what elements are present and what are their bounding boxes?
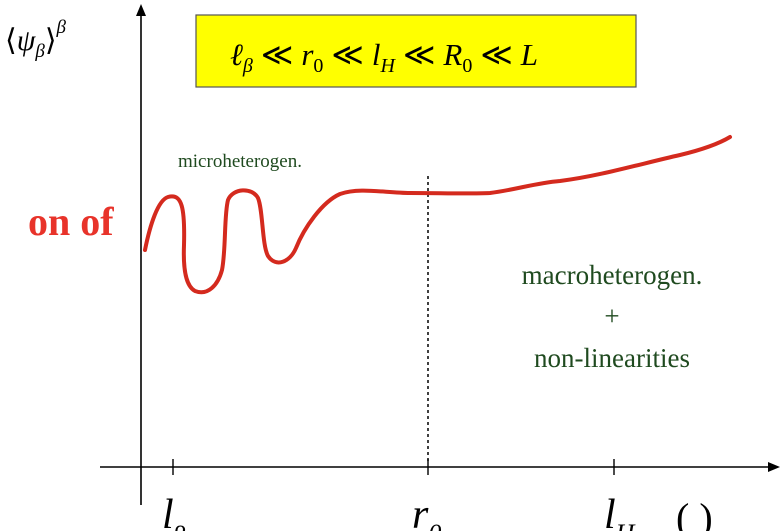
- scale-R0: R: [442, 37, 462, 72]
- scale-box: [195, 14, 637, 88]
- y-label-left-bracket: ⟨: [5, 24, 17, 57]
- y-axis-arrow: [136, 4, 146, 16]
- y-label-psi: ψ: [17, 24, 37, 57]
- scale-lH: l: [372, 37, 381, 72]
- y-label-right-bracket: ⟩: [45, 24, 57, 57]
- scale-lH-sub: H: [380, 55, 397, 77]
- cutoff-title-text: on of: [28, 199, 114, 244]
- x-axis-arrow: [768, 462, 780, 472]
- property-curve: [143, 135, 732, 295]
- scale-inequality: ℓβ ≪ r0 ≪ lH ≪ R0 ≪ L: [230, 37, 538, 77]
- y-label-superscript: β: [56, 17, 67, 38]
- scale-r0-sub: 0: [313, 55, 323, 77]
- xtick-l-beta-sub: β: [174, 521, 187, 531]
- xtick-lH-sub: H: [615, 519, 636, 531]
- macro-label-line1: macroheterogen.: [522, 260, 703, 290]
- xtick-r0-main: r: [412, 492, 429, 531]
- y-axis-label: ⟨ψβ⟩β: [5, 17, 67, 62]
- xtick-lH: lH: [604, 492, 636, 531]
- macro-label-line2: non-linearities: [534, 343, 690, 373]
- scale-ell: ℓ: [230, 37, 243, 72]
- scale-r0: r: [301, 37, 314, 72]
- svg-text:⟨ψβ⟩β: ⟨ψβ⟩β: [5, 17, 67, 62]
- xtick-r0-sub: 0: [428, 519, 441, 531]
- scale-R0-sub: 0: [462, 55, 472, 77]
- xtick-l-beta-main: l: [162, 492, 174, 531]
- scale-ll-1: ≪: [261, 37, 293, 72]
- scale-ll-4: ≪: [480, 37, 512, 72]
- xtick-r0: r0: [412, 492, 441, 531]
- xtick-lH-main: l: [604, 492, 616, 531]
- scale-ll-3: ≪: [403, 37, 435, 72]
- xtick-paren: ( ): [676, 495, 713, 531]
- scale-ll-2: ≪: [331, 37, 363, 72]
- scale-L: L: [520, 37, 538, 72]
- scale-ell-sub: β: [242, 55, 253, 77]
- micro-label: microheterogen.: [178, 151, 302, 172]
- xtick-l-beta: lβ: [162, 492, 187, 531]
- macro-label-plus: +: [604, 301, 619, 331]
- y-label-psi-subscript: β: [34, 41, 45, 62]
